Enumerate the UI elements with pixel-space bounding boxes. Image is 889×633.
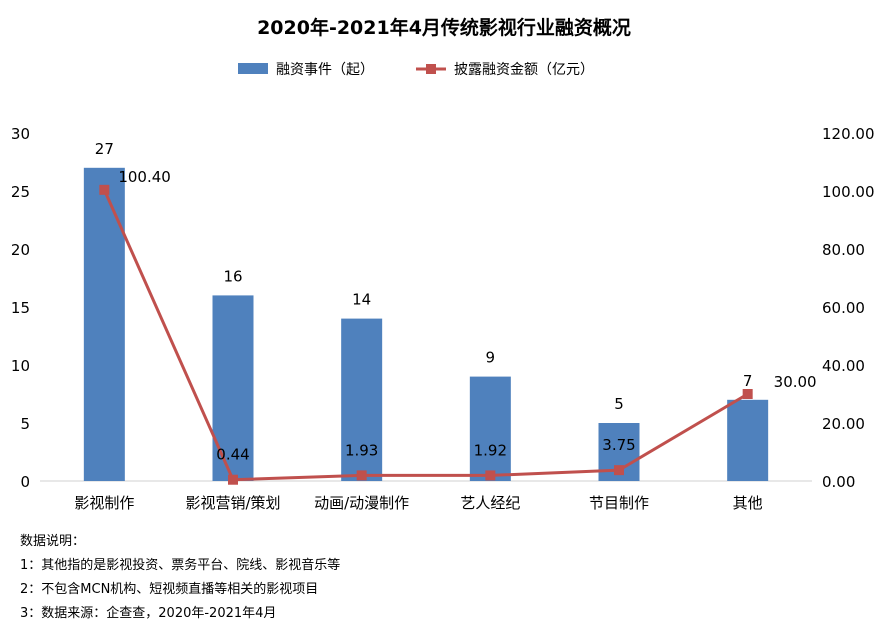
y-right-tick-label: 20.00: [822, 415, 865, 433]
bar-data-label: 14: [352, 291, 371, 309]
line-data-label: 1.93: [345, 441, 378, 459]
data-labels: 27 16 14 9 5 7 100.40 0.44 1.93 1.92 3.75 30.00: [95, 140, 817, 464]
legend-bar-swatch: [238, 63, 268, 74]
line-point: [356, 470, 367, 481]
y-left-tick-label: 30: [11, 125, 30, 143]
bar: [727, 399, 769, 481]
line-data-label: 0.44: [216, 446, 249, 464]
line-series: [99, 184, 753, 485]
data-notes: 数据说明： 1：其他指的是影视投资、票务平台、院线、影视音乐等 2：不包含MCN…: [20, 530, 340, 626]
x-tick-label: 其他: [733, 494, 763, 512]
axes: 0 5 10 15 20 25 30 0.00 20.00 40.00 60.00 80.00 100.…: [11, 125, 875, 512]
note-item-1: 1：其他指的是影视投资、票务平台、院线、影视音乐等: [20, 558, 341, 573]
notes-heading: 数据说明：: [20, 534, 86, 549]
x-tick-label: 节目制作: [589, 494, 649, 512]
line-point: [228, 474, 238, 485]
y-right-tick-label: 40.00: [822, 357, 865, 375]
bar-data-label: 5: [614, 395, 624, 413]
y-left-tick-label: 20: [11, 241, 30, 259]
bar-data-label: 9: [486, 349, 496, 367]
line-point: [99, 184, 110, 195]
note-item-3: 3：数据来源：企查查，2020年-2021年4月: [20, 606, 277, 621]
legend-bar-label: 融资事件（起）: [276, 62, 374, 78]
line-point: [742, 389, 753, 399]
y-right-tick-label: 0.00: [822, 473, 855, 491]
x-tick-label: 动画/动漫制作: [314, 494, 409, 512]
legend-line-marker: [426, 64, 436, 74]
bar-series: [83, 167, 769, 482]
legend-line-label: 披露融资金额（亿元）: [454, 62, 594, 78]
bar: [341, 318, 383, 481]
legend: 融资事件（起） 披露融资金额（亿元）: [238, 62, 594, 78]
line-data-label: 30.00: [774, 373, 817, 391]
line-point: [614, 465, 624, 476]
chart-title: 2020年-2021年4月传统影视行业融资概况: [257, 16, 631, 39]
line-data-label: 1.92: [474, 441, 507, 459]
y-left-tick-label: 15: [11, 299, 30, 317]
y-right-tick-label: 80.00: [822, 241, 865, 259]
y-left-tick-label: 5: [20, 415, 30, 433]
y-right-tick-label: 120.00: [822, 125, 875, 143]
y-left-tick-label: 10: [11, 357, 30, 375]
line-data-label: 100.40: [118, 168, 171, 186]
x-tick-label: 影视制作: [74, 494, 134, 512]
bar-data-label: 27: [95, 140, 114, 158]
bar-data-label: 7: [743, 372, 753, 390]
y-left-tick-label: 25: [11, 183, 30, 201]
bar: [469, 376, 511, 481]
x-tick-label: 影视营销/策划: [185, 494, 280, 512]
y-left-tick-label: 0: [20, 473, 30, 491]
y-right-tick-label: 100.00: [822, 183, 875, 201]
y-right-tick-label: 60.00: [822, 299, 865, 317]
x-tick-label: 艺人经纪: [460, 494, 520, 512]
bar: [83, 167, 125, 482]
note-item-2: 2：不包含MCN机构、短视频直播等相关的影视项目: [20, 582, 319, 597]
series-line: [102, 189, 749, 482]
line-point: [485, 470, 496, 481]
combo-chart: 2020年-2021年4月传统影视行业融资概况 融资事件（起） 披露融资金额（亿元…: [11, 16, 875, 512]
line-data-label: 3.75: [602, 436, 635, 454]
bar-data-label: 16: [223, 267, 242, 285]
